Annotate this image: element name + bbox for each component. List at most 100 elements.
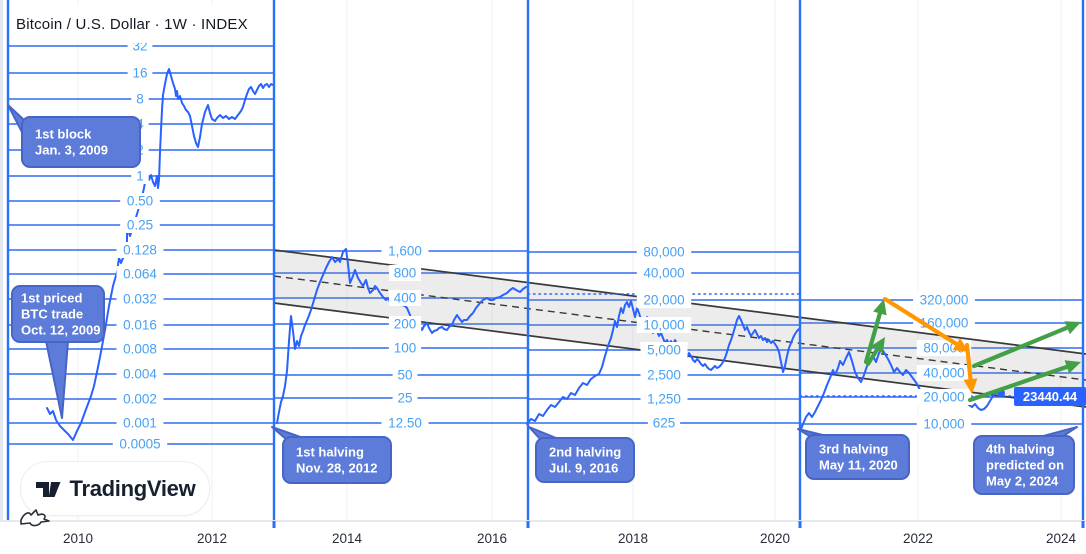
projection-arrow-green-right-2-shaft xyxy=(967,364,1069,403)
price-tick-label: 20,000 xyxy=(923,390,964,405)
price-tick-label: 80,000 xyxy=(643,245,684,260)
last-price-dotted-lines xyxy=(527,293,1017,397)
tick-label-chip xyxy=(916,416,972,432)
price-tick-label: 0.001 xyxy=(123,416,157,431)
tick-label-chip xyxy=(392,367,418,383)
price-tick-label: 12.50 xyxy=(388,416,422,431)
callout-3rd-halving-box xyxy=(805,434,910,480)
projection-arrow-green-up-2-head xyxy=(871,337,885,354)
tick-label-chip xyxy=(388,290,422,306)
tradingview-logo[interactable]: TradingView xyxy=(20,461,210,516)
projection-arrow-orange-down-1-shaft xyxy=(882,296,959,347)
projection-arrow-orange-down-1[interactable] xyxy=(882,296,969,352)
year-label-2018: 2018 xyxy=(618,531,648,546)
callout-1st-block-text: Jan. 3, 2009 xyxy=(35,143,108,158)
last-price-label-box xyxy=(1014,387,1086,406)
projection-arrow-green-right-1-shaft xyxy=(971,325,1070,369)
price-tick-label: 0.128 xyxy=(123,243,157,258)
tick-label-chip xyxy=(116,291,164,307)
price-tick-label: 0.004 xyxy=(123,367,157,382)
year-label-2020: 2020 xyxy=(760,531,790,546)
callout-1st-priced-trade-text: 1st priced xyxy=(21,291,82,306)
year-label-2012: 2012 xyxy=(197,531,227,546)
price-scale-labels: 321684210.500.250.1280.0640.0320.0160.00… xyxy=(112,38,975,452)
tick-label-chip xyxy=(640,391,688,407)
projection-arrow-green-right-2[interactable] xyxy=(967,360,1081,403)
price-tick-label: 40,000 xyxy=(923,366,964,381)
price-tick-label: 0.0005 xyxy=(119,437,160,452)
price-tick-label: 0.002 xyxy=(123,392,157,407)
last-price-label: 23440.44 xyxy=(1014,387,1086,406)
tradingview-logo-icon xyxy=(35,481,61,497)
projection-arrow-green-right-1[interactable] xyxy=(971,321,1081,369)
projection-arrow-green-up-1-shaft xyxy=(863,311,882,365)
price-tick-label: 1 xyxy=(136,169,144,184)
tick-label-chip xyxy=(381,243,429,259)
tick-label-chip xyxy=(636,292,692,308)
tick-label-chip xyxy=(640,367,688,383)
price-tick-label: 0.064 xyxy=(123,267,157,282)
price-tick-label: 0.016 xyxy=(123,318,157,333)
projection-arrow-green-up-2-shaft xyxy=(865,347,880,367)
price-tick-label: 1,600 xyxy=(388,244,422,259)
last-price-label-text: 23440.44 xyxy=(1023,389,1078,404)
callout-3rd-halving-text: May 11, 2020 xyxy=(819,458,898,473)
tick-label-chip xyxy=(636,317,692,333)
tick-label-chip xyxy=(127,65,153,81)
tick-label-chip xyxy=(131,168,149,184)
projection-arrow-green-right-2-head xyxy=(1064,360,1081,374)
projection-arrow-orange-down-1-head xyxy=(952,338,969,352)
callout-1st-priced-trade-box xyxy=(11,285,105,343)
event-axis-tick xyxy=(526,521,530,528)
event-axis-tick xyxy=(798,521,802,528)
time-axis[interactable]: 2010 2012 2014 2016 2018 2020 2022 2024 xyxy=(0,520,1086,546)
projection-arrow-green-up-1-head xyxy=(873,299,887,316)
tick-label-chip xyxy=(116,242,164,258)
price-tick-label: 0.50 xyxy=(127,194,153,209)
price-tick-label: 1,250 xyxy=(647,392,681,407)
projection-arrows[interactable] xyxy=(863,296,1081,403)
callout-1st-halving-box xyxy=(282,436,392,484)
tick-label-chip xyxy=(116,341,164,357)
year-label-2010: 2010 xyxy=(63,531,93,546)
tick-label-chip xyxy=(116,366,164,382)
left-edge-strip xyxy=(0,0,3,521)
price-tick-label: 800 xyxy=(394,266,417,281)
event-vertical-lines[interactable] xyxy=(6,0,1085,520)
price-tick-label: 25 xyxy=(397,391,412,406)
projection-arrow-green-up-2[interactable] xyxy=(865,337,885,367)
year-label-2014: 2014 xyxy=(332,531,363,546)
tick-label-chip xyxy=(636,244,692,260)
projection-arrow-green-up-1[interactable] xyxy=(863,299,887,365)
tick-label-chip xyxy=(640,342,688,358)
price-tick-label: 0.032 xyxy=(123,292,157,307)
symbol-legend[interactable]: Bitcoin / U.S. Dollar · 1W · INDEX xyxy=(10,5,268,43)
price-tick-label: 0.008 xyxy=(123,342,157,357)
price-tick-label: 40,000 xyxy=(643,266,684,281)
price-tick-label: 8 xyxy=(136,92,144,107)
callout-2nd-halving-text: Jul. 9, 2016 xyxy=(549,461,618,476)
callout-1st-priced-trade-text: Oct. 12, 2009 xyxy=(21,323,101,338)
tick-label-chip xyxy=(647,415,681,431)
callout-1st-block-text: 1st block xyxy=(35,127,92,142)
price-tick-label: 20,000 xyxy=(643,293,684,308)
tick-label-chip xyxy=(916,365,972,381)
year-label-2022: 2022 xyxy=(903,531,933,546)
event-axis-tick xyxy=(272,521,276,528)
callout-4th-halving-text: predicted on xyxy=(986,458,1064,473)
event-axis-tick xyxy=(1081,521,1085,528)
callout-4th-halving-text: 4th halving xyxy=(986,442,1055,457)
projection-arrow-orange-down-2[interactable] xyxy=(963,342,978,394)
callout-1st-halving-text: Nov. 28, 2012 xyxy=(296,461,377,476)
tick-label-chip xyxy=(388,340,422,356)
price-tick-label: 0.25 xyxy=(127,218,153,233)
callout-3rd-halving-text: 3rd halving xyxy=(819,442,888,457)
